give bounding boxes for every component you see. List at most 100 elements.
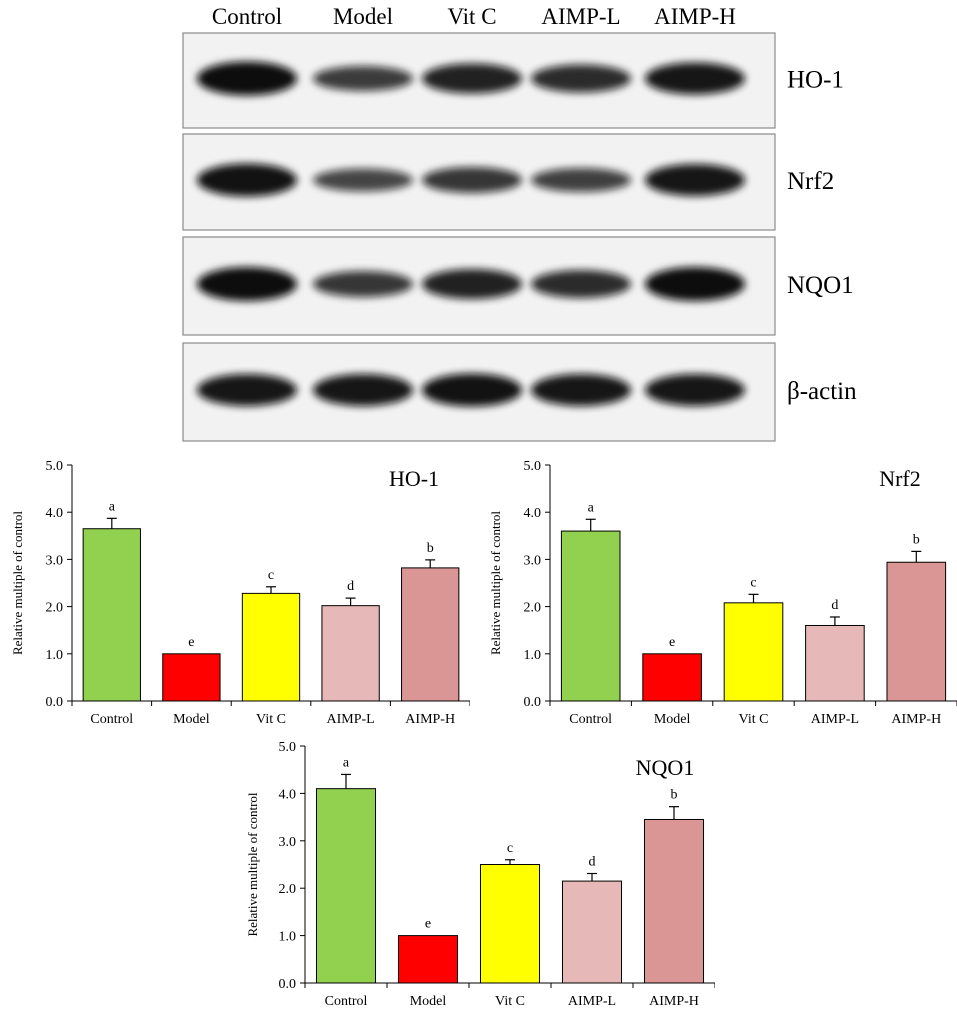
bar-aimp-l bbox=[561, 880, 623, 984]
blot-band-nqo1-control bbox=[197, 267, 297, 301]
bar-vit-c bbox=[241, 592, 301, 702]
blot-band-actin-aimp-h bbox=[645, 374, 745, 406]
lane-header-vit-c: Vit C bbox=[447, 4, 496, 29]
bar-model bbox=[397, 935, 459, 984]
significance-letter-vit-c: c bbox=[268, 568, 274, 583]
blot-label-nrf2: Nrf2 bbox=[787, 168, 834, 195]
bar-aimp-l bbox=[805, 624, 865, 702]
y-tick-label: 3.0 bbox=[46, 553, 64, 568]
blot-band-actin-control bbox=[197, 374, 297, 406]
blot-band-nqo1-aimp-l bbox=[531, 270, 631, 298]
x-tick-label-control: Control bbox=[325, 994, 368, 1009]
blot-band-ho-1-aimp-h bbox=[645, 62, 745, 95]
blot-band-nrf2-aimp-h bbox=[645, 164, 745, 196]
y-tick-label: 0.0 bbox=[524, 695, 542, 710]
y-axis-label: Relative multiple of control bbox=[10, 511, 25, 655]
y-tick-label: 1.0 bbox=[279, 930, 297, 945]
western-blot-panel: Control Model Vit C AIMP-L AIMP-H HO-1 Nrf2 NQ… bbox=[182, 4, 857, 442]
bar-model bbox=[162, 653, 221, 702]
blot-band-actin-vit-c bbox=[422, 373, 522, 407]
y-axis-label: Relative multiple of control bbox=[488, 511, 503, 655]
blot-band-ho-1-aimp-l bbox=[531, 64, 631, 93]
x-tick-label-aimp-h: AIMP-H bbox=[405, 712, 455, 727]
nrf2-bar-chart: Relative multiple of control 0.0 1.0 2.0 3.0… bbox=[488, 459, 957, 727]
significance-letter-aimp-h: b bbox=[427, 541, 434, 556]
y-tick-label: 2.0 bbox=[46, 601, 64, 616]
blot-label-ho-1: HO-1 bbox=[787, 67, 844, 94]
y-tick-label: 2.0 bbox=[524, 601, 542, 616]
x-tick-label-model: Model bbox=[410, 994, 447, 1009]
blot-band-actin-model bbox=[313, 374, 413, 406]
blot-row-nrf2: Nrf2 bbox=[182, 133, 834, 231]
blot-band-nqo1-aimp-h bbox=[645, 267, 745, 301]
blot-band-ho-1-vit-c bbox=[422, 63, 522, 94]
y-tick-label: 0.0 bbox=[46, 695, 64, 710]
nqo1-bar-chart: Relative multiple of control 0.0 1.0 2.0 3.0… bbox=[245, 740, 715, 1009]
y-tick-label: 0.0 bbox=[279, 977, 297, 992]
significance-letter-model: e bbox=[188, 635, 194, 650]
lane-header-aimp-l: AIMP-L bbox=[541, 4, 620, 29]
lane-header-model: Model bbox=[333, 4, 393, 29]
lane-header-aimp-h: AIMP-H bbox=[654, 4, 736, 29]
chart-title: Nrf2 bbox=[879, 466, 921, 491]
x-tick-label-control: Control bbox=[569, 712, 612, 727]
y-tick-label: 4.0 bbox=[524, 506, 542, 521]
significance-letter-model: e bbox=[425, 917, 431, 932]
significance-letter-control: a bbox=[109, 499, 116, 514]
y-tick-label: 1.0 bbox=[46, 648, 64, 663]
blot-band-ho-1-model bbox=[313, 66, 413, 91]
significance-letter-aimp-l: d bbox=[831, 598, 838, 613]
significance-letter-control: a bbox=[343, 755, 350, 770]
y-tick-label: 4.0 bbox=[46, 506, 64, 521]
blot-band-actin-aimp-l bbox=[531, 374, 631, 406]
x-tick-label-aimp-h: AIMP-H bbox=[649, 994, 699, 1009]
significance-letter-vit-c: c bbox=[750, 575, 756, 590]
x-tick-label-model: Model bbox=[173, 712, 210, 727]
y-tick-label: 4.0 bbox=[279, 787, 297, 802]
x-tick-label-control: Control bbox=[90, 712, 133, 727]
blot-label-actin: β-actin bbox=[787, 378, 857, 405]
y-axis-label: Relative multiple of control bbox=[245, 792, 260, 936]
x-tick-label-aimp-h: AIMP-H bbox=[891, 712, 941, 727]
significance-letter-aimp-l: d bbox=[347, 579, 354, 594]
bar-vit-c bbox=[479, 864, 541, 984]
y-tick-label: 5.0 bbox=[524, 459, 542, 474]
blot-row-actin: β-actin bbox=[182, 342, 857, 442]
blot-band-nrf2-model bbox=[313, 168, 413, 192]
bar-model bbox=[642, 653, 702, 702]
significance-letter-model: e bbox=[669, 635, 675, 650]
blot-band-nrf2-control bbox=[197, 163, 297, 197]
x-tick-label-aimp-l: AIMP-L bbox=[568, 994, 616, 1009]
y-tick-label: 5.0 bbox=[279, 740, 297, 755]
blot-row-ho-1: HO-1 bbox=[182, 32, 844, 129]
significance-letter-aimp-l: d bbox=[589, 855, 596, 870]
blot-band-nrf2-vit-c bbox=[422, 167, 522, 193]
blot-row-nqo1: NQO1 bbox=[182, 236, 854, 336]
x-tick-label-aimp-l: AIMP-L bbox=[326, 712, 374, 727]
x-tick-label-vit-c: Vit C bbox=[256, 712, 286, 727]
chart-title: HO-1 bbox=[389, 466, 439, 491]
bar-aimp-h bbox=[401, 567, 460, 702]
ho1-bar-chart: Relative multiple of control 0.0 1.0 2.0 3.0… bbox=[10, 459, 470, 727]
y-tick-label: 1.0 bbox=[524, 648, 542, 663]
blot-band-nqo1-model bbox=[313, 271, 413, 297]
y-tick-label: 3.0 bbox=[279, 835, 297, 850]
y-tick-label: 3.0 bbox=[524, 553, 542, 568]
blot-band-ho-1-control bbox=[197, 61, 297, 96]
significance-letter-vit-c: c bbox=[507, 841, 513, 856]
y-tick-label: 2.0 bbox=[279, 882, 297, 897]
x-tick-label-aimp-l: AIMP-L bbox=[811, 712, 859, 727]
significance-letter-control: a bbox=[588, 500, 595, 515]
significance-letter-aimp-h: b bbox=[913, 532, 920, 547]
blot-band-nqo1-vit-c bbox=[422, 269, 522, 299]
bar-control bbox=[560, 530, 621, 702]
x-tick-label-vit-c: Vit C bbox=[495, 994, 525, 1009]
significance-letter-aimp-h: b bbox=[671, 788, 678, 803]
bar-control bbox=[82, 528, 141, 702]
y-tick-label: 5.0 bbox=[46, 459, 64, 474]
bar-vit-c bbox=[723, 602, 784, 702]
chart-title: NQO1 bbox=[636, 755, 695, 780]
lane-header-control: Control bbox=[212, 4, 282, 29]
bar-control bbox=[315, 788, 377, 984]
blot-label-nqo1: NQO1 bbox=[787, 272, 854, 299]
